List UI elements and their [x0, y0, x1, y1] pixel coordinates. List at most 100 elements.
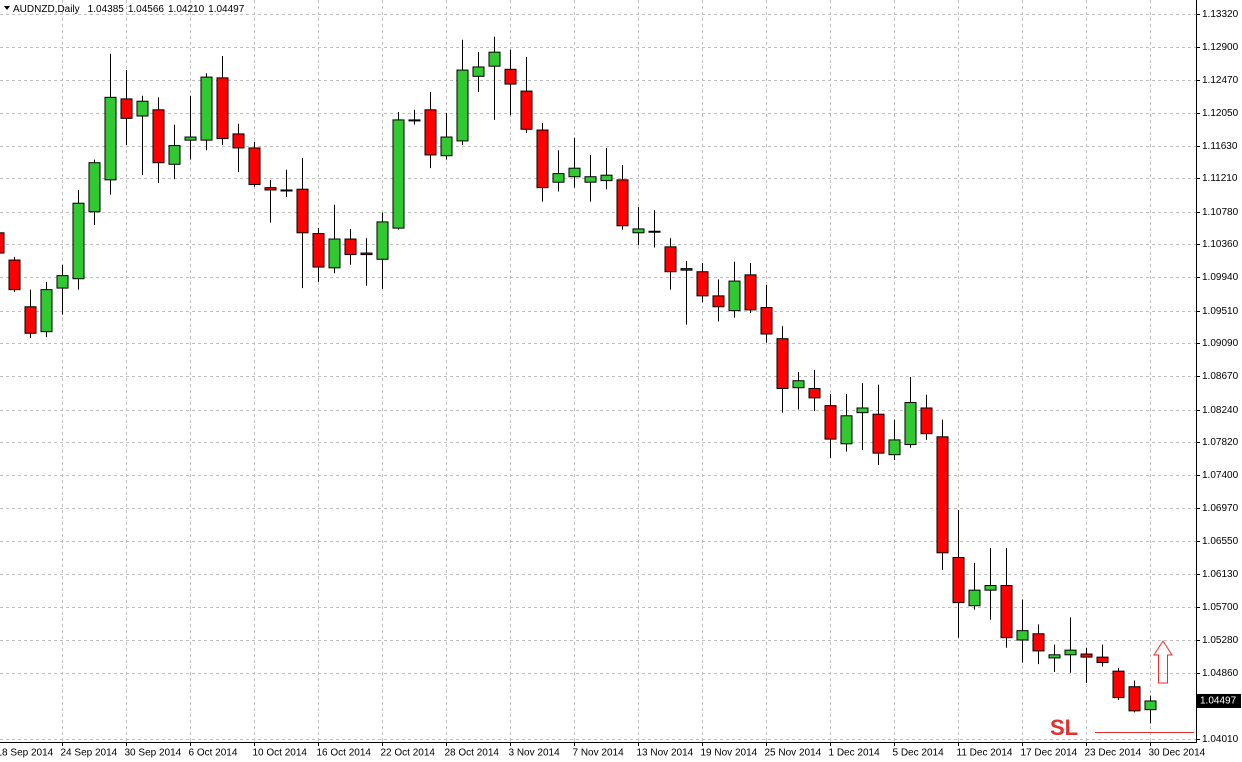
candle-body	[632, 228, 645, 234]
candle-body	[1016, 630, 1029, 641]
candle-body	[472, 66, 485, 77]
candle-body	[824, 405, 837, 440]
candle-body	[920, 407, 933, 435]
x-tick-label: 3 Nov 2014	[509, 748, 561, 759]
candles	[0, 36, 1157, 724]
x-tick-label: 16 Oct 2014	[317, 748, 372, 759]
candle-body	[616, 179, 629, 227]
sl-label: SL	[1050, 715, 1078, 740]
current-price-box	[1197, 693, 1241, 708]
candle-body	[648, 230, 661, 233]
candle-body	[424, 109, 437, 156]
candle-body	[360, 252, 373, 256]
candle-body	[1128, 686, 1141, 712]
candle-body	[1048, 654, 1061, 659]
y-tick-label: 1.08240	[1202, 405, 1239, 416]
candle-body	[552, 173, 565, 183]
candle-body	[536, 129, 549, 189]
y-tick-label: 1.12470	[1202, 75, 1239, 86]
y-tick-label: 1.10360	[1202, 239, 1239, 250]
y-tick-label: 1.04860	[1202, 668, 1239, 679]
y-tick-label: 1.05700	[1202, 602, 1239, 613]
candle-body	[504, 68, 517, 85]
candle-body	[1112, 670, 1125, 699]
candle-body	[968, 589, 981, 607]
y-tick-label: 1.12050	[1202, 108, 1239, 119]
y-tick-label: 1.06550	[1202, 536, 1239, 547]
candle-body	[56, 275, 69, 289]
y-tick-label: 1.07400	[1202, 470, 1239, 481]
x-tick-label: 13 Nov 2014	[637, 748, 694, 759]
candle-body	[984, 585, 997, 591]
candle-body	[904, 402, 917, 446]
y-tick-label: 1.10780	[1202, 207, 1239, 218]
header: AUDNZD,Daily 1.04385 1.04566 1.04210 1.04497	[13, 4, 245, 15]
x-tick-label: 10 Oct 2014	[253, 748, 308, 759]
candle-body	[232, 133, 245, 149]
candle-body	[584, 176, 597, 183]
y-tick-label: 1.06970	[1202, 503, 1239, 514]
y-tick-label: 1.09090	[1202, 338, 1239, 349]
candle-body	[664, 246, 677, 273]
grid	[0, 0, 1196, 742]
candle-body	[200, 76, 213, 141]
y-tick-label: 1.13320	[1202, 9, 1239, 20]
candle-body	[1096, 656, 1109, 664]
x-tick-label: 7 Nov 2014	[573, 748, 625, 759]
x-tick-label: 24 Sep 2014	[61, 748, 118, 759]
candle-body	[392, 119, 405, 229]
candle-body	[728, 280, 741, 312]
candle-body	[888, 439, 901, 456]
candle-body	[712, 295, 725, 308]
x-tick-label: 11 Dec 2014	[957, 748, 1013, 759]
x-tick-label: 1 Dec 2014	[829, 748, 881, 759]
y-tick-label: 1.12900	[1202, 42, 1239, 53]
x-tick-label: 23 Dec 2014	[1085, 748, 1142, 759]
candle-body	[856, 407, 869, 414]
header-value: 1.04566	[128, 4, 165, 15]
y-tick-label: 1.11210	[1202, 173, 1238, 184]
candle-body	[312, 233, 325, 268]
candle-body	[8, 259, 21, 291]
candle-body	[1032, 633, 1045, 652]
y-tick-label: 1.06130	[1202, 569, 1239, 580]
x-tick-label: 25 Nov 2014	[765, 748, 822, 759]
candle-body	[744, 274, 757, 311]
candle-body	[376, 221, 389, 260]
x-tick-label: 17 Dec 2014	[1021, 748, 1078, 759]
y-tick-label: 1.09940	[1202, 272, 1239, 283]
candle-body	[1000, 585, 1013, 639]
candle-body	[952, 556, 965, 604]
candle-body	[0, 232, 5, 254]
candle-body	[184, 136, 197, 141]
candle-body	[520, 90, 533, 130]
x-tick-label: 6 Oct 2014	[189, 748, 238, 759]
header-value: 1.04497	[208, 4, 245, 15]
y-tick-label: 1.07820	[1202, 437, 1239, 448]
candle-body	[792, 380, 805, 389]
header-value: 1.04385	[88, 4, 125, 15]
y-tick-label: 1.05280	[1202, 635, 1239, 646]
candle-body	[840, 415, 853, 445]
candle-body	[24, 306, 37, 334]
candle-body	[776, 338, 789, 390]
y-tick-label: 1.09510	[1202, 306, 1239, 317]
candle-body	[280, 189, 293, 192]
candle-body	[344, 238, 357, 256]
candle-body	[1080, 653, 1093, 658]
candle-body	[872, 413, 885, 454]
x-tick-label: 30 Dec 2014	[1149, 748, 1206, 759]
candle-body	[808, 388, 821, 399]
candle-body	[216, 77, 229, 140]
header-value: 1.04210	[168, 4, 205, 15]
y-tick-label: 1.08670	[1202, 371, 1239, 382]
candle-body	[488, 51, 501, 67]
candle-body	[168, 145, 181, 165]
header-icon	[4, 6, 10, 10]
candle-body	[88, 162, 101, 213]
candle-body	[264, 187, 277, 191]
candle-body	[40, 289, 53, 333]
